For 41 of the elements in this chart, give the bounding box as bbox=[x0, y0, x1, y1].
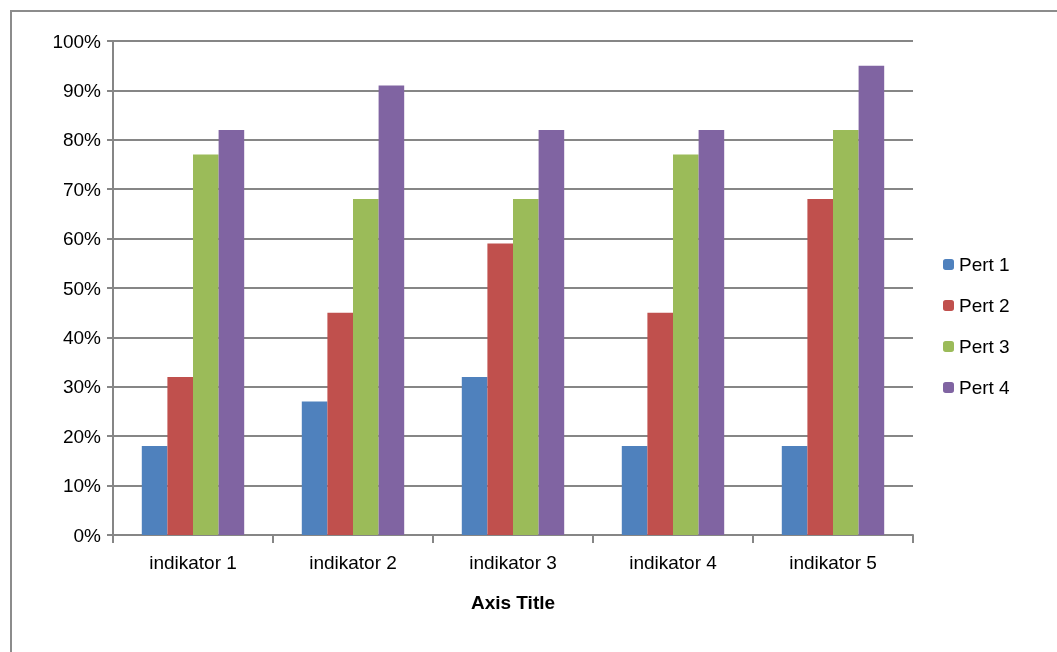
x-tick-label: indikator 4 bbox=[629, 552, 718, 573]
bar bbox=[781, 446, 808, 535]
y-tick-label: 80% bbox=[62, 129, 102, 151]
bar bbox=[193, 154, 219, 535]
bar bbox=[647, 312, 673, 535]
y-tick-label: 0% bbox=[73, 524, 102, 546]
bar bbox=[807, 199, 833, 535]
y-tick-label: 10% bbox=[62, 475, 102, 497]
bar bbox=[538, 129, 565, 535]
bar bbox=[858, 65, 885, 535]
y-tick-label: 100% bbox=[52, 30, 102, 52]
bar bbox=[513, 199, 539, 535]
bar bbox=[327, 312, 353, 535]
bar bbox=[673, 154, 699, 535]
x-tick-label: indikator 1 bbox=[149, 552, 237, 573]
legend-label: Pert 4 bbox=[959, 377, 1011, 398]
x-tick-label: indikator 2 bbox=[309, 552, 397, 573]
x-tick-label: indikator 5 bbox=[789, 552, 877, 573]
y-tick-label: 50% bbox=[62, 277, 102, 299]
y-tick-label: 90% bbox=[62, 79, 102, 101]
y-tick-label: 40% bbox=[62, 326, 102, 348]
legend-label: Pert 2 bbox=[959, 295, 1010, 316]
y-tick-label: 70% bbox=[62, 178, 102, 200]
bar bbox=[301, 401, 328, 535]
y-tick-label: 20% bbox=[62, 425, 102, 447]
bar bbox=[167, 376, 193, 535]
bar bbox=[461, 376, 488, 535]
x-axis-title: Axis Title bbox=[470, 592, 556, 613]
bar bbox=[141, 446, 168, 535]
legend-label: Pert 1 bbox=[959, 254, 1010, 275]
bar bbox=[621, 446, 648, 535]
y-tick-label: 60% bbox=[62, 228, 102, 250]
legend-label: Pert 3 bbox=[959, 336, 1010, 357]
y-tick-label: 30% bbox=[62, 376, 102, 398]
bar bbox=[378, 85, 405, 535]
bar bbox=[353, 199, 379, 535]
bar bbox=[487, 243, 513, 535]
bar bbox=[698, 129, 725, 535]
bar bbox=[833, 129, 859, 535]
bar bbox=[218, 129, 245, 535]
x-tick-label: indikator 3 bbox=[469, 552, 557, 573]
